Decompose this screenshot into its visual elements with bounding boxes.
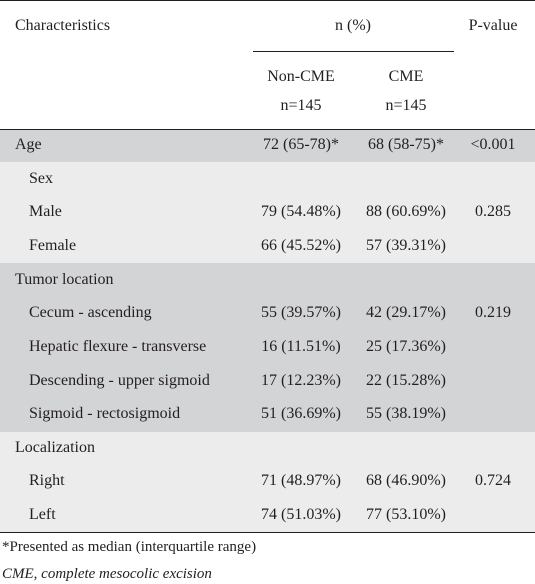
group-header-rule [253, 51, 454, 52]
cell-cme: 77 (53.10%) [366, 506, 446, 523]
row-label: Cecum - ascending [29, 304, 152, 321]
cell-cme: 88 (60.69%) [366, 203, 446, 220]
row-label: Age [15, 136, 42, 153]
header-group1-n: n=145 [280, 97, 322, 114]
footnote-median: *Presented as median (interquartile rang… [2, 539, 257, 555]
cell-non-cme: 66 (45.52%) [261, 237, 341, 254]
cell-cme: 68 (46.90%) [366, 472, 446, 489]
header-p-value: P-value [468, 17, 518, 34]
header-n-percent: n (%) [335, 17, 371, 34]
cell-non-cme: 17 (12.23%) [261, 372, 341, 389]
cell-non-cme: 16 (11.51%) [261, 338, 341, 355]
row-label: Left [29, 506, 56, 523]
row-label: Right [29, 472, 65, 489]
cell-cme: 55 (38.19%) [366, 405, 446, 422]
cell-non-cme: 55 (39.57%) [261, 304, 341, 321]
row-label: Hepatic flexure - transverse [29, 338, 207, 355]
row-label: Localization [15, 439, 95, 456]
cell-p-value: <0.001 [470, 136, 516, 153]
row-band-tumor-location [0, 263, 535, 432]
cell-non-cme: 51 (36.69%) [261, 405, 341, 422]
cell-cme: 42 (29.17%) [366, 304, 446, 321]
cell-cme: 68 (58-75)* [368, 136, 444, 153]
row-band-localization [0, 432, 535, 532]
cell-non-cme: 74 (51.03%) [261, 506, 341, 523]
cell-non-cme: 72 (65-78)* [263, 136, 339, 153]
cell-p-value: 0.724 [475, 472, 511, 489]
cell-p-value: 0.219 [475, 304, 511, 321]
row-band-sex [0, 162, 535, 263]
cell-non-cme: 79 (54.48%) [261, 203, 341, 220]
header-group2-n: n=145 [385, 97, 427, 114]
row-label: Sigmoid - rectosigmoid [29, 405, 181, 422]
top-rule [0, 0, 535, 1]
row-band-age [0, 129, 535, 162]
header-characteristics: Characteristics [15, 17, 111, 34]
row-label: Sex [29, 170, 53, 187]
cell-cme: 22 (15.28%) [366, 372, 446, 389]
header-bottom-rule [0, 129, 535, 130]
cell-cme: 25 (17.36%) [366, 338, 446, 355]
cell-cme: 57 (39.31%) [366, 237, 446, 254]
row-label: Descending - upper sigmoid [29, 372, 210, 389]
header-group1-name: Non-CME [267, 68, 335, 85]
row-label: Female [29, 237, 77, 254]
row-label: Tumor location [15, 271, 114, 288]
cell-non-cme: 71 (48.97%) [261, 472, 341, 489]
cell-p-value: 0.285 [475, 203, 511, 220]
table-bottom-rule [0, 532, 535, 533]
header-group2-name: CME [388, 68, 424, 85]
footnote-abbreviation: CME, complete mesocolic excision [2, 566, 212, 582]
row-label: Male [29, 203, 62, 220]
